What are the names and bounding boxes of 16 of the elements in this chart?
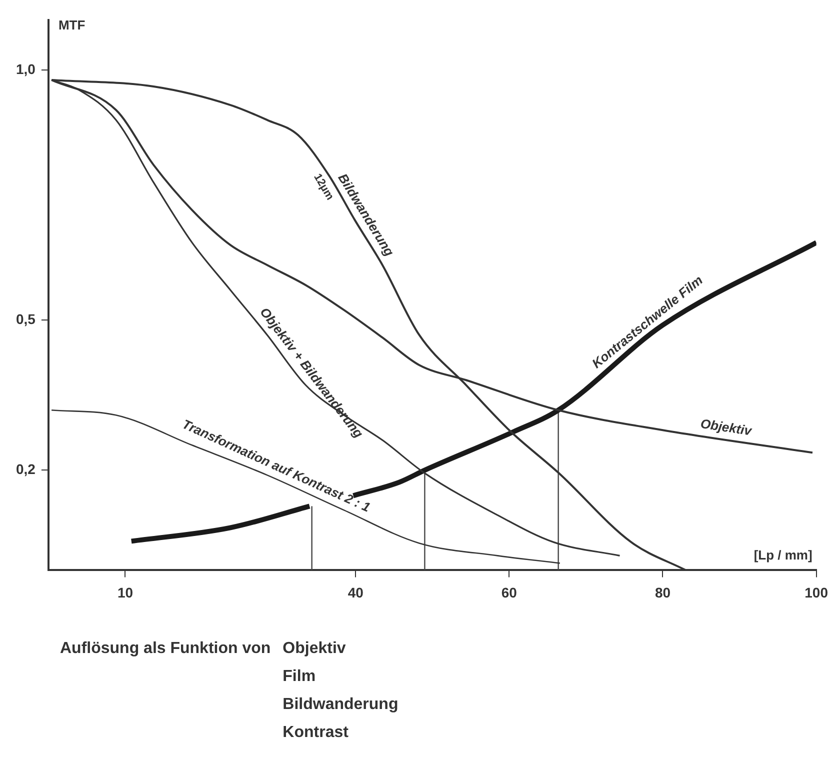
x-tick-label: 40 — [348, 584, 364, 600]
x-axis-title: [Lp / mm] — [754, 547, 812, 562]
text: Bildwanderung — [282, 696, 398, 714]
x-tick-label: 10 — [117, 584, 134, 600]
x-tick-label: 60 — [501, 584, 518, 600]
y-tick-label: 0,2 — [16, 461, 36, 478]
text: Objektiv — [282, 640, 347, 658]
x-tick-label: 80 — [654, 584, 671, 600]
y-axis-title: MTF — [58, 18, 86, 33]
text: Objektiv — [700, 416, 754, 438]
text: Auflösung als Funktion von — [60, 640, 271, 658]
x-tick-label: 100 — [804, 584, 828, 600]
text: Kontrast — [282, 724, 350, 742]
y-tick-label: 1,0 — [16, 60, 36, 77]
text: Film — [282, 668, 317, 686]
y-tick-label: 0,5 — [16, 310, 36, 327]
